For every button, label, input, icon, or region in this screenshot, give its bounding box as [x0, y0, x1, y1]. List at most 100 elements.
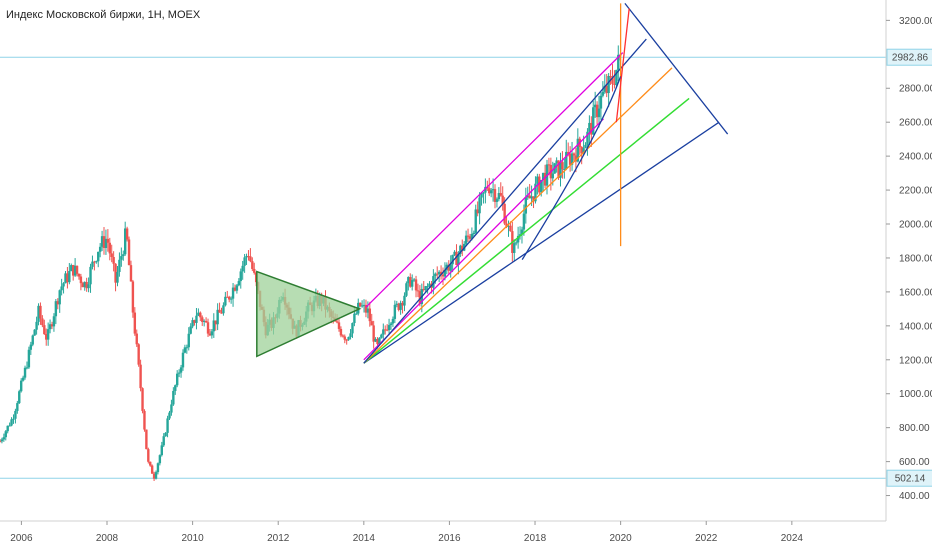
candle-body	[536, 176, 539, 184]
price-label: 2982.86	[892, 53, 929, 64]
time-axis[interactable]: 2006 2008 2010 2012 2014 2016 2018 2020 2022 2024	[10, 521, 803, 544]
candle-body	[8, 425, 11, 427]
candle-body	[179, 367, 183, 373]
time-tick-label: 2008	[96, 533, 119, 544]
price-tick-label: 800.00	[899, 423, 930, 434]
candle-body	[249, 256, 252, 262]
candle-body	[0, 441, 2, 443]
candle-body	[71, 265, 75, 276]
drawings	[256, 2, 729, 364]
time-tick-label: 2022	[695, 533, 718, 544]
candle-body	[243, 257, 246, 266]
candle-body	[547, 164, 551, 166]
candle-body	[122, 254, 125, 257]
candle-body	[347, 337, 350, 340]
candle-body	[64, 273, 67, 284]
candle-body	[472, 232, 476, 234]
chart-title: Индекс Московской биржи, 1H, MOEX	[6, 9, 201, 21]
candle-body	[141, 388, 144, 411]
candle-body	[478, 197, 481, 214]
candle-body	[4, 431, 7, 438]
candle-body	[172, 390, 175, 405]
price-tick-label: 1000.00	[899, 389, 932, 400]
candle-body	[399, 302, 402, 310]
price-tick-label: 1800.00	[899, 253, 932, 264]
candle-body	[353, 313, 356, 324]
candle-body	[181, 352, 185, 368]
channel-lower-line	[363, 118, 604, 361]
candle-body	[187, 333, 190, 348]
candle-body	[403, 295, 406, 306]
candle-body	[434, 273, 437, 277]
candle-body	[177, 372, 181, 374]
candle-body	[25, 367, 29, 369]
candle-body	[247, 256, 250, 258]
candle-body	[127, 239, 131, 266]
candle-body	[118, 259, 121, 272]
price-tick-label: 2800.00	[899, 84, 932, 95]
candle-body	[133, 312, 137, 334]
candle-body	[87, 284, 90, 289]
candle-body	[522, 213, 526, 230]
candle-body	[551, 173, 554, 179]
candle-body	[524, 197, 528, 214]
candle-body	[615, 69, 618, 85]
candle-body	[374, 339, 377, 342]
candle-body	[100, 236, 104, 247]
candle-body	[509, 225, 512, 232]
candle-body	[41, 318, 44, 326]
candle-body	[164, 432, 167, 437]
candle-body	[459, 245, 462, 254]
candle-body	[484, 186, 487, 193]
candle-body	[156, 463, 160, 473]
candle-body	[378, 337, 381, 345]
candle-body	[457, 253, 460, 265]
price-axis[interactable]: 400.00 600.00 800.00 1000.00 1200.00 1400.00 1…	[886, 16, 932, 502]
candle-body	[499, 193, 502, 196]
candle-body	[495, 199, 499, 202]
candle-body	[497, 193, 501, 200]
candle-body	[197, 312, 200, 316]
candle-body	[563, 169, 566, 171]
candle-body	[410, 280, 414, 287]
candle-body	[45, 334, 48, 340]
candle-body	[482, 192, 485, 194]
price-tick-label: 2200.00	[899, 186, 932, 197]
candle-body	[168, 412, 171, 419]
price-tick-label: 400.00	[899, 491, 930, 502]
candle-body	[135, 333, 138, 345]
price-tick-label: 2600.00	[899, 118, 932, 129]
candle-body	[33, 329, 36, 336]
fan-line-green	[363, 97, 690, 364]
candle-body	[447, 264, 450, 271]
candle-body	[526, 195, 529, 198]
candle-body	[174, 385, 177, 391]
candle-body	[81, 283, 85, 288]
candle-body	[206, 322, 210, 334]
candle-body	[139, 364, 142, 389]
candle-body	[349, 333, 352, 338]
candle-body	[609, 76, 612, 78]
price-tick-label: 1200.00	[899, 355, 932, 366]
candle-body	[89, 266, 92, 285]
candle-body	[191, 320, 194, 327]
candle-body	[387, 325, 391, 331]
candle-body	[418, 291, 422, 305]
candle-body	[2, 437, 6, 440]
candle-body	[397, 303, 400, 310]
candle-body	[505, 223, 508, 227]
candle-body	[195, 315, 198, 323]
price-tick-label: 1400.00	[899, 321, 932, 332]
candle-body	[201, 317, 204, 322]
candle-body	[50, 324, 54, 327]
candle-body	[222, 305, 225, 314]
candle-body	[453, 251, 456, 255]
fan-line-blue	[363, 121, 720, 364]
candle-body	[437, 271, 441, 275]
candle-body	[391, 318, 395, 324]
candle-body	[576, 138, 580, 162]
candle-body	[37, 305, 40, 322]
channel-upper-line	[365, 52, 624, 308]
candle-body	[464, 235, 468, 244]
